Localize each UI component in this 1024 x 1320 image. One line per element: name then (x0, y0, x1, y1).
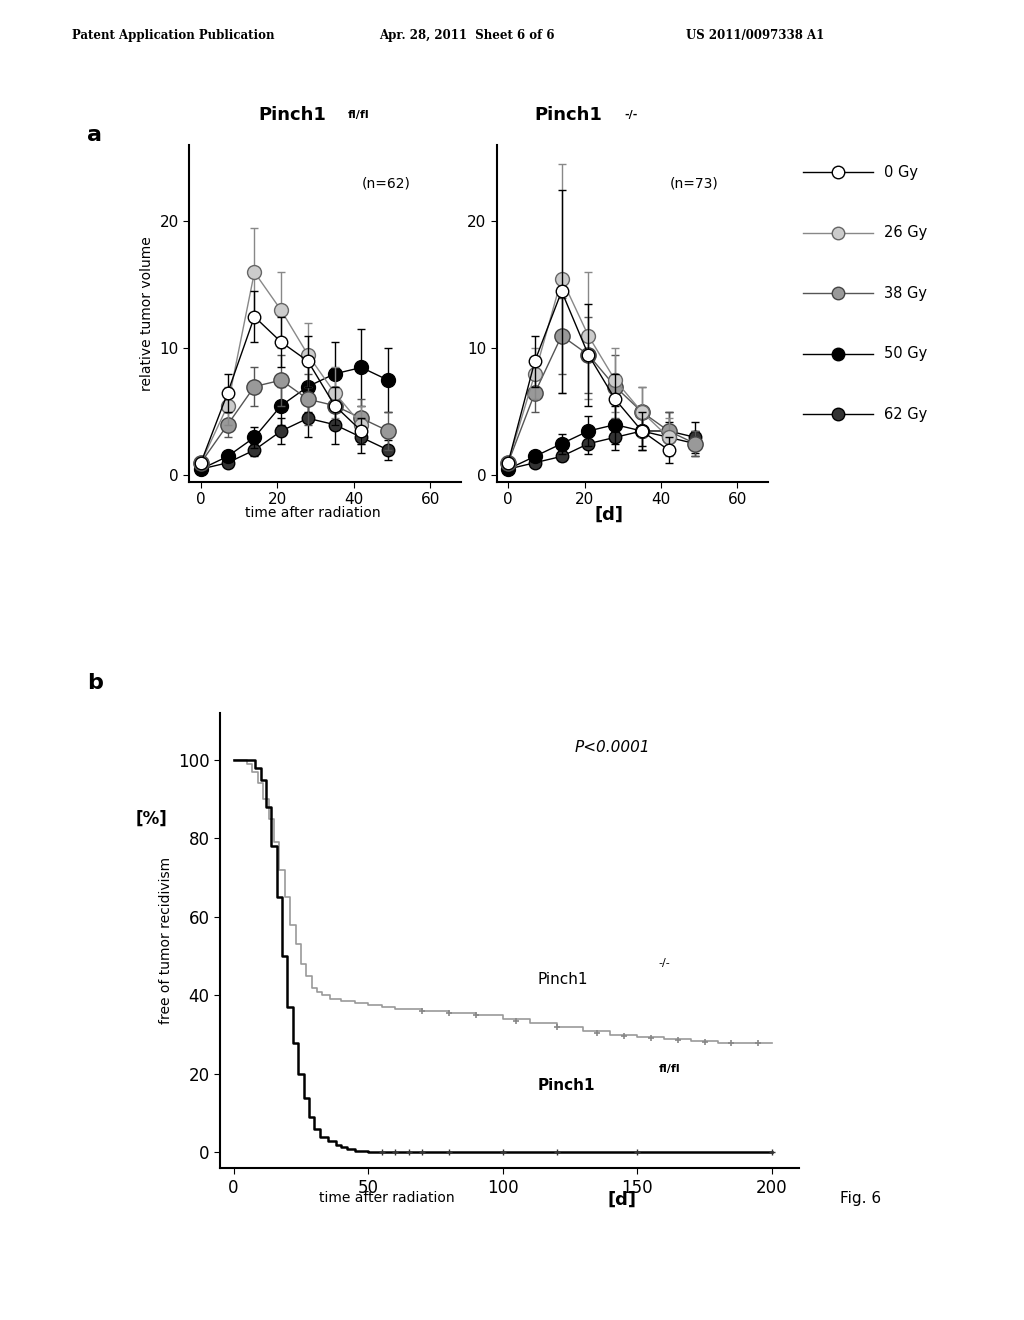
Text: Pinch1: Pinch1 (535, 106, 602, 124)
Text: Pinch1: Pinch1 (258, 106, 326, 124)
Text: -/-: -/- (625, 110, 638, 120)
Text: 26 Gy: 26 Gy (885, 226, 928, 240)
Text: b: b (87, 673, 103, 693)
Text: Pinch1: Pinch1 (538, 1078, 595, 1093)
Text: (n=73): (n=73) (670, 177, 718, 191)
Text: 0 Gy: 0 Gy (885, 165, 919, 180)
Text: fl/fl: fl/fl (658, 1064, 680, 1074)
Text: [d]: [d] (607, 1191, 636, 1209)
Text: 62 Gy: 62 Gy (885, 407, 928, 422)
Text: US 2011/0097338 A1: US 2011/0097338 A1 (686, 29, 824, 42)
Text: time after radiation: time after radiation (245, 506, 380, 520)
Text: (n=62): (n=62) (362, 177, 411, 191)
Text: fl/fl: fl/fl (348, 110, 370, 120)
Text: Patent Application Publication: Patent Application Publication (72, 29, 274, 42)
Text: [%]: [%] (135, 809, 168, 828)
Text: 50 Gy: 50 Gy (885, 346, 928, 362)
Y-axis label: relative tumor volume: relative tumor volume (140, 236, 155, 391)
Text: -/-: -/- (658, 958, 671, 968)
Text: a: a (87, 125, 102, 145)
Text: time after radiation: time after radiation (319, 1191, 455, 1205)
Text: Fig. 6: Fig. 6 (840, 1191, 881, 1205)
Y-axis label: free of tumor recidivism: free of tumor recidivism (159, 857, 173, 1024)
Text: [d]: [d] (595, 506, 624, 524)
Text: P<0.0001: P<0.0001 (575, 741, 650, 755)
Text: Apr. 28, 2011  Sheet 6 of 6: Apr. 28, 2011 Sheet 6 of 6 (379, 29, 554, 42)
Text: 38 Gy: 38 Gy (885, 286, 928, 301)
Text: Pinch1: Pinch1 (538, 973, 588, 987)
